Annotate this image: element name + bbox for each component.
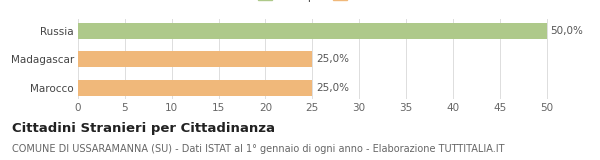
Legend: Europa, Africa: Europa, Africa [253, 0, 395, 7]
Bar [78, 51, 312, 67]
Text: 25,0%: 25,0% [316, 54, 349, 64]
Bar [78, 80, 312, 96]
Bar [78, 23, 547, 39]
Text: 25,0%: 25,0% [316, 83, 349, 93]
Text: 50,0%: 50,0% [550, 26, 583, 36]
Text: COMUNE DI USSARAMANNA (SU) - Dati ISTAT al 1° gennaio di ogni anno - Elaborazion: COMUNE DI USSARAMANNA (SU) - Dati ISTAT … [12, 144, 505, 154]
Text: Cittadini Stranieri per Cittadinanza: Cittadini Stranieri per Cittadinanza [12, 122, 275, 135]
